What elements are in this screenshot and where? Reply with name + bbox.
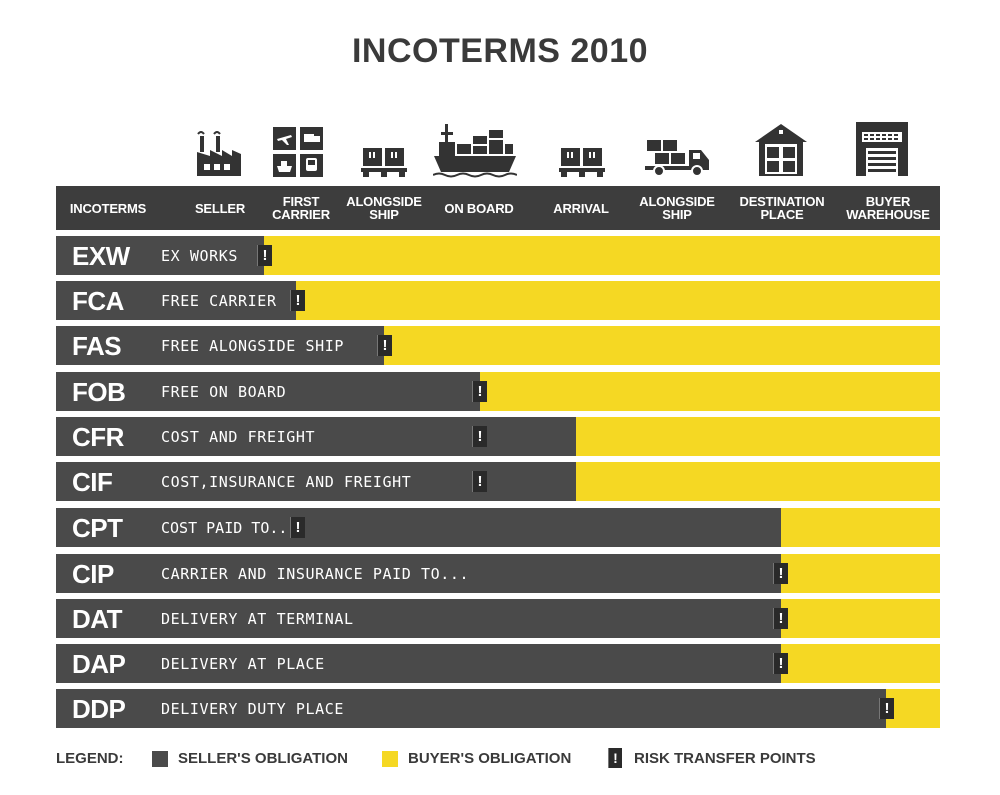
seller-obligation-bar [56, 508, 781, 547]
term-code: CIP [72, 559, 114, 589]
term-name: DELIVERY AT TERMINAL [161, 610, 354, 628]
factory-icon [174, 112, 264, 178]
seller-obligation-bar [56, 462, 576, 501]
pallet-boxes-icon [339, 112, 429, 178]
transport-modes-icon [253, 112, 343, 178]
term-code: CPT [72, 513, 123, 543]
header-col-arrival: ARRIVAL [553, 200, 609, 216]
header-col-first-carrier: FIRST CARRIER [272, 194, 330, 222]
seller-obligation-bar [56, 281, 296, 320]
seller-obligation-bar [56, 644, 781, 683]
term-name: COST PAID TO... [161, 519, 297, 537]
term-row-fca: FCA FREE CARRIER ! [56, 281, 940, 320]
term-code: EXW [72, 241, 130, 271]
term-code: DAP [72, 649, 126, 679]
legend-seller-swatch [152, 751, 168, 767]
page-title: INCOTERMS 2010 [351, 32, 649, 70]
header-incoterms: INCOTERMS [69, 200, 147, 216]
seller-obligation-bar [56, 372, 480, 411]
risk-transfer-icon: ! [377, 335, 392, 356]
header-col-alongside-ship: ALONGSIDE SHIP [346, 194, 422, 222]
risk-transfer-icon: ! [773, 563, 788, 584]
term-row-dat: DAT DELIVERY AT TERMINAL ! [56, 599, 940, 638]
term-name: DELIVERY AT PLACE [161, 655, 325, 673]
header-col-on-board: ON BOARD [444, 200, 514, 216]
seller-obligation-bar [56, 599, 781, 638]
risk-transfer-icon: ! [257, 245, 272, 266]
term-code: DDP [72, 694, 126, 724]
cargo-ship-icon [430, 112, 520, 178]
legend: LEGEND: SELLER'S OBLIGATION BUYER'S OBLI… [56, 748, 940, 770]
risk-transfer-icon: ! [290, 290, 305, 311]
term-row-cif: CIF COST,INSURANCE AND FREIGHT ! [56, 462, 940, 501]
legend-buyer-swatch [382, 751, 398, 767]
risk-transfer-icon: ! [290, 517, 305, 538]
term-name: FREE ALONGSIDE SHIP [161, 337, 344, 355]
term-name: FREE ON BOARD [161, 383, 287, 401]
pallet-boxes-icon [537, 112, 627, 178]
seller-obligation-bar [56, 326, 384, 365]
risk-transfer-icon: ! [879, 698, 894, 719]
risk-transfer-icon: ! [472, 381, 487, 402]
delivery-truck-icon [633, 112, 723, 178]
seller-obligation-bar [56, 236, 264, 275]
term-row-cfr: CFR COST AND FREIGHT ! [56, 417, 940, 456]
term-row-ddp: DDP DELIVERY DUTY PLACE ! [56, 689, 940, 728]
legend-risk-text: RISK TRANSFER POINTS [634, 750, 816, 767]
legend-seller-text: SELLER'S OBLIGATION [178, 750, 348, 767]
term-code: FAS [72, 331, 122, 361]
header-col-buyer-warehouse: BUYER WAREHOUSE [846, 194, 930, 222]
term-row-dap: DAP DELIVERY AT PLACE ! [56, 644, 940, 683]
term-code: CIF [72, 467, 113, 497]
term-code: CFR [72, 422, 124, 452]
legend-label: LEGEND: [56, 750, 124, 767]
legend-buyer-text: BUYER'S OBLIGATION [408, 750, 572, 767]
header-col-alongside-ship-2: ALONGSIDE SHIP [639, 194, 715, 222]
stage-icons [0, 112, 1000, 182]
buyer-building-icon [837, 112, 927, 178]
risk-transfer-icon: ! [472, 471, 487, 492]
term-row-cpt: CPT COST PAID TO... ! [56, 508, 940, 547]
term-row-cip: CIP CARRIER AND INSURANCE PAID TO... ! [56, 554, 940, 593]
header-col-seller: SELLER [194, 200, 246, 216]
term-name: COST,INSURANCE AND FREIGHT [161, 473, 412, 491]
seller-obligation-bar [56, 417, 576, 456]
term-name: COST AND FREIGHT [161, 428, 316, 446]
seller-obligation-bar [56, 689, 886, 728]
term-row-exw: EXW EX WORKS ! [56, 236, 940, 275]
risk-transfer-icon: ! [773, 608, 788, 629]
term-code: DAT [72, 604, 123, 634]
legend-risk-icon: ! [608, 748, 622, 768]
term-code: FCA [72, 286, 124, 316]
term-row-fob: FOB FREE ON BOARD ! [56, 372, 940, 411]
term-row-fas: FAS FREE ALONGSIDE SHIP ! [56, 326, 940, 365]
header-col-destination-place: DESTINATION PLACE [739, 194, 825, 222]
warehouse-icon [736, 112, 826, 178]
seller-obligation-bar [56, 554, 781, 593]
table-header: INCOTERMS SELLER FIRST CARRIER ALONGSIDE S… [56, 186, 940, 230]
risk-transfer-icon: ! [773, 653, 788, 674]
term-name: CARRIER AND INSURANCE PAID TO... [161, 565, 470, 583]
term-code: FOB [72, 377, 126, 407]
term-name: EX WORKS [161, 247, 239, 265]
term-name: DELIVERY DUTY PLACE [161, 700, 344, 718]
term-name: FREE CARRIER [161, 292, 277, 310]
risk-transfer-icon: ! [472, 426, 487, 447]
